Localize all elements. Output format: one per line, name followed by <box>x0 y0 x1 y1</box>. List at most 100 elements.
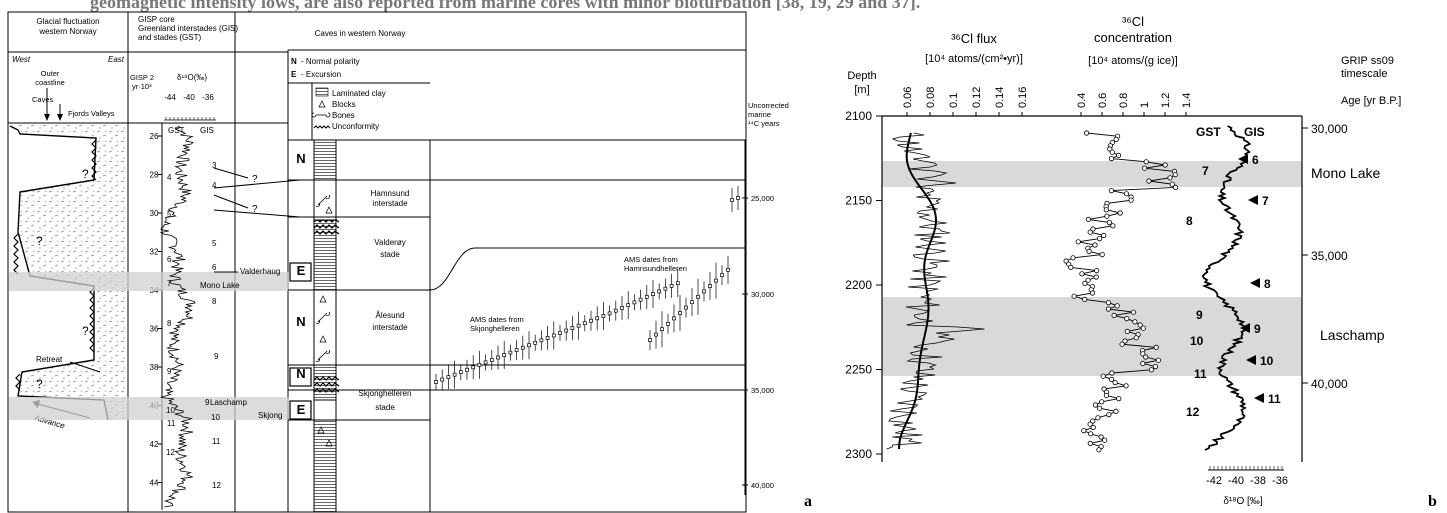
flux-title: ³⁶Cl flux <box>951 31 997 46</box>
depth-tick: 2100 <box>845 109 872 123</box>
gis-number: 7 <box>1262 194 1269 208</box>
a-laschamp-band <box>9 397 289 420</box>
col2-interstade-number: 3 <box>212 161 217 170</box>
fjords-valleys-label: Fjords Valleys <box>68 109 115 118</box>
b-mono-lake-label: Mono Lake <box>1311 165 1380 181</box>
gst-number: 11 <box>1194 367 1207 381</box>
ams-date-point <box>458 370 463 375</box>
col1-question-3: ? <box>82 324 89 338</box>
grip-label-2: timescale <box>1341 68 1387 80</box>
col2-interstade-number: 6 <box>167 255 172 264</box>
col2-age-ticks: 26283032343638404244 <box>150 132 162 488</box>
age-tick: 40,000 <box>1311 377 1348 391</box>
flux-raw-curve <box>886 132 985 450</box>
conc-point <box>1082 280 1088 286</box>
col2-interstade-number: 5 <box>167 210 172 219</box>
depth-tick: 2300 <box>845 447 872 461</box>
flux-tick: 0.14 <box>994 87 1006 108</box>
conc-point <box>1146 178 1152 184</box>
conc-title-2: concentration <box>1094 30 1172 45</box>
outer-label-2: coastline <box>35 78 65 87</box>
col1-question-4: ? <box>36 377 43 391</box>
bone-icon <box>315 194 330 207</box>
flux-smoothed-curve <box>898 132 937 449</box>
col2-interstade-number: 11 <box>167 419 176 428</box>
bone-icon <box>311 112 331 118</box>
conc-point <box>1090 424 1096 430</box>
col2-title-1: GISP core <box>138 15 175 24</box>
col2-interstade-number: 4 <box>167 173 172 182</box>
col2-d18o-tick: -36 <box>202 93 214 102</box>
conc-point <box>1085 216 1092 222</box>
conc-point <box>1137 322 1143 328</box>
conc-point <box>1087 440 1093 446</box>
d18o-tick: -42 <box>1206 475 1222 487</box>
conc-point <box>1087 421 1093 427</box>
ams-date-point <box>502 353 507 357</box>
col1-title-2: western Norway <box>38 27 96 36</box>
d18o-tick: -38 <box>1250 475 1266 487</box>
gst-number: 12 <box>1186 405 1200 419</box>
skjonghelleren-label-1: Skjonghelleren <box>359 389 412 398</box>
conc-point <box>1155 357 1162 363</box>
triangle-icon <box>319 295 327 303</box>
flux-tick: 0.06 <box>902 87 914 108</box>
conc-point <box>1092 402 1099 408</box>
ams-date-point <box>570 326 575 330</box>
ams-date-point <box>520 345 525 350</box>
ams-date-point <box>669 284 674 288</box>
panel-a: Glacial fluctuation western Norway West … <box>7 11 812 513</box>
c14-axis-tick: 25,000 <box>751 194 774 203</box>
a-laschamp-label: Laschamp <box>210 398 247 407</box>
c14-axis-label-2: marine <box>748 110 771 119</box>
conc-point <box>1130 309 1137 315</box>
ams-date-point <box>589 318 593 323</box>
col2-interstade-number: 10 <box>166 406 175 415</box>
conc-point <box>1172 172 1178 178</box>
col2-interstade-number: 9 <box>167 367 172 376</box>
caption-text: geomagnetic intensity lows, are also rep… <box>90 0 921 12</box>
gis-arrow <box>1240 323 1250 333</box>
conc-point <box>1124 315 1130 322</box>
skjonghelleren-label-2: stade <box>375 403 395 412</box>
col2-title-2: Greenland interstades (GIS) <box>138 24 238 33</box>
ams-date-point <box>651 292 655 296</box>
col3-title: Caves in western Norway <box>315 29 406 38</box>
conc-tick: 0.6 <box>1097 93 1109 108</box>
ams-date-point <box>607 311 612 316</box>
legend-normal-text: - Normal polarity <box>301 57 360 66</box>
ams-date-point <box>496 355 500 360</box>
ams-date-point <box>626 303 631 307</box>
ams-date-point <box>533 340 538 345</box>
conc-point <box>1095 415 1101 421</box>
conc-point <box>1119 341 1125 347</box>
ams-date-point <box>514 348 519 352</box>
col3-legend: N - Normal polarity E - Excursion Laminated … <box>288 57 430 140</box>
conc-point <box>1071 293 1077 299</box>
skjong-label: Skjong <box>258 411 282 420</box>
gis-arrow <box>1248 195 1258 205</box>
ams-date-point <box>576 323 581 328</box>
conc-point <box>1092 242 1098 248</box>
ams-date-point <box>663 286 668 291</box>
conc-point <box>1099 252 1105 258</box>
col2-question-1: ? <box>252 174 258 185</box>
a-mono-lake-label: Mono Lake <box>200 281 240 290</box>
conc-point <box>1109 376 1115 382</box>
flux-tick: 0.12 <box>971 87 983 108</box>
conc-point <box>1115 152 1122 158</box>
c14-axis-tick: 35,000 <box>751 386 774 395</box>
col2-interstade-number: 9 <box>205 398 210 407</box>
col2-interstade-number: 5 <box>212 239 217 248</box>
ams-date-point <box>726 267 730 272</box>
valderhaug-label: Valderhaug <box>240 267 280 276</box>
conc-point <box>1075 239 1081 245</box>
conc-point <box>1117 210 1123 216</box>
conc-point <box>1140 351 1146 357</box>
conc-point <box>1068 264 1074 270</box>
ams-date-point <box>440 377 445 382</box>
gis-number: 11 <box>1268 392 1281 406</box>
valderoy-label-1: Valderøy <box>374 238 405 247</box>
legend-blocks-text: Blocks <box>332 100 356 109</box>
